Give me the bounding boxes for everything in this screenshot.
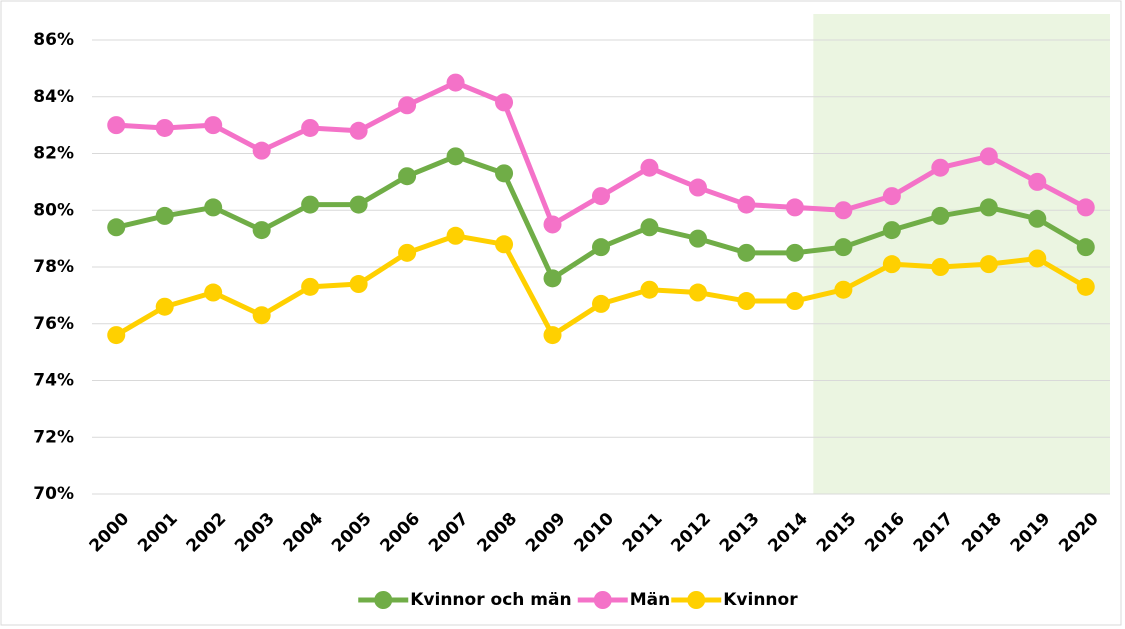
legend-marker [593, 591, 612, 609]
data-point [446, 73, 465, 92]
data-point [1028, 172, 1047, 191]
data-point [204, 116, 223, 135]
data-point [155, 297, 174, 316]
y-tick-label: 80% [33, 200, 74, 220]
data-point [931, 258, 950, 276]
highlight-region [813, 14, 1110, 494]
data-point [1076, 277, 1095, 296]
data-point [1028, 249, 1047, 268]
data-point [882, 221, 901, 240]
data-point [882, 187, 901, 206]
data-point [398, 167, 417, 186]
data-point [349, 195, 368, 214]
data-point [834, 201, 853, 220]
y-tick-label: 78% [33, 257, 74, 277]
data-point [979, 147, 998, 166]
data-point [107, 218, 126, 237]
data-point [349, 275, 368, 294]
data-point [785, 243, 804, 262]
data-point [640, 158, 659, 177]
y-tick-label: 86% [33, 30, 74, 50]
data-point [155, 118, 174, 137]
data-point [543, 326, 562, 345]
data-point [543, 215, 562, 234]
data-point [301, 195, 320, 214]
data-point [737, 292, 756, 311]
legend-marker [687, 591, 706, 609]
data-point [398, 243, 417, 262]
y-tick-label: 72% [33, 427, 74, 447]
data-point [979, 255, 998, 274]
data-point [252, 306, 271, 325]
legend-label: Kvinnor och män [410, 590, 571, 610]
data-point [834, 280, 853, 299]
data-point [107, 116, 126, 135]
data-point [592, 238, 610, 257]
data-point [204, 198, 223, 217]
data-point [495, 235, 514, 254]
y-tick-label: 76% [33, 314, 74, 334]
data-point [931, 158, 950, 177]
legend-label: Män [630, 590, 671, 610]
legend-marker [374, 591, 393, 609]
data-point [688, 178, 707, 197]
y-tick-label: 70% [33, 484, 74, 504]
y-tick-label: 84% [33, 87, 74, 107]
data-point [979, 198, 998, 217]
data-point [301, 118, 320, 137]
data-point [446, 147, 465, 166]
data-point [785, 292, 804, 311]
data-point [1076, 198, 1095, 217]
data-point [446, 226, 465, 245]
data-point [640, 280, 659, 299]
data-point [737, 195, 756, 214]
y-tick-label: 82% [33, 144, 74, 164]
data-point [688, 283, 707, 302]
data-point [252, 221, 271, 240]
data-point [107, 326, 126, 345]
data-point [1028, 209, 1047, 228]
data-point [737, 243, 756, 262]
data-point [688, 229, 707, 248]
data-point [640, 218, 659, 237]
y-tick-label: 74% [33, 371, 74, 391]
legend-label: Kvinnor [723, 590, 798, 610]
data-point [495, 164, 514, 183]
data-point [398, 96, 417, 115]
data-point [301, 277, 320, 296]
data-point [1076, 238, 1095, 257]
data-point [834, 238, 853, 257]
data-point [592, 187, 610, 206]
data-point [495, 93, 514, 112]
data-point [252, 141, 271, 160]
data-point [349, 121, 368, 140]
data-point [155, 206, 174, 225]
data-point [931, 206, 950, 225]
data-point [882, 255, 901, 274]
data-point [543, 269, 562, 288]
data-point [204, 283, 223, 302]
data-point [592, 294, 610, 313]
data-point [785, 198, 804, 217]
